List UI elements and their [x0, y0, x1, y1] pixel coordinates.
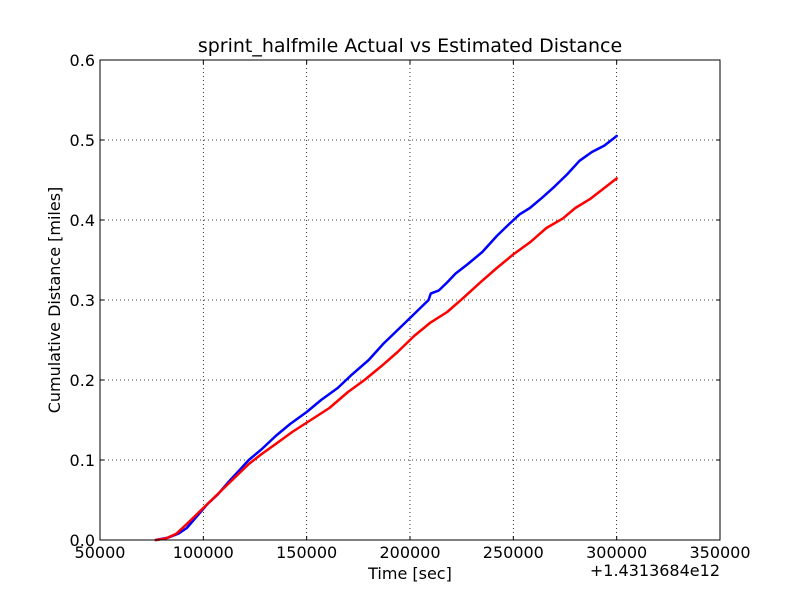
x-tick-label: 50000 — [75, 543, 126, 562]
y-tick-label: 0.3 — [70, 291, 95, 310]
y-tick-label: 0.5 — [70, 131, 95, 150]
x-tick-label: 150000 — [276, 543, 337, 562]
x-tick-label: 100000 — [173, 543, 234, 562]
x-tick-label: 250000 — [483, 543, 544, 562]
y-tick-label: 0.6 — [70, 51, 95, 70]
x-tick-label: 350000 — [689, 543, 750, 562]
grid — [100, 60, 720, 540]
chart-title: sprint_halfmile Actual vs Estimated Dist… — [198, 35, 622, 57]
x-tick-label: 200000 — [379, 543, 440, 562]
y-tick-label: 0.4 — [70, 211, 95, 230]
x-axis-offset-label: +1.4313684e12 — [590, 561, 720, 580]
x-tick-label: 300000 — [586, 543, 647, 562]
ticks: 50000 100000 150000 200000 250000 300000 35000… — [70, 51, 751, 562]
y-tick-label: 0.2 — [70, 371, 95, 390]
series-group — [154, 134, 618, 542]
y-axis-label: Cumulative Distance [miles] — [45, 187, 64, 414]
y-tick-label: 0.1 — [70, 451, 95, 470]
y-tick-label: 0.0 — [70, 531, 95, 550]
series-line-2 — [154, 177, 618, 542]
x-axis-label: Time [sec] — [367, 564, 452, 583]
